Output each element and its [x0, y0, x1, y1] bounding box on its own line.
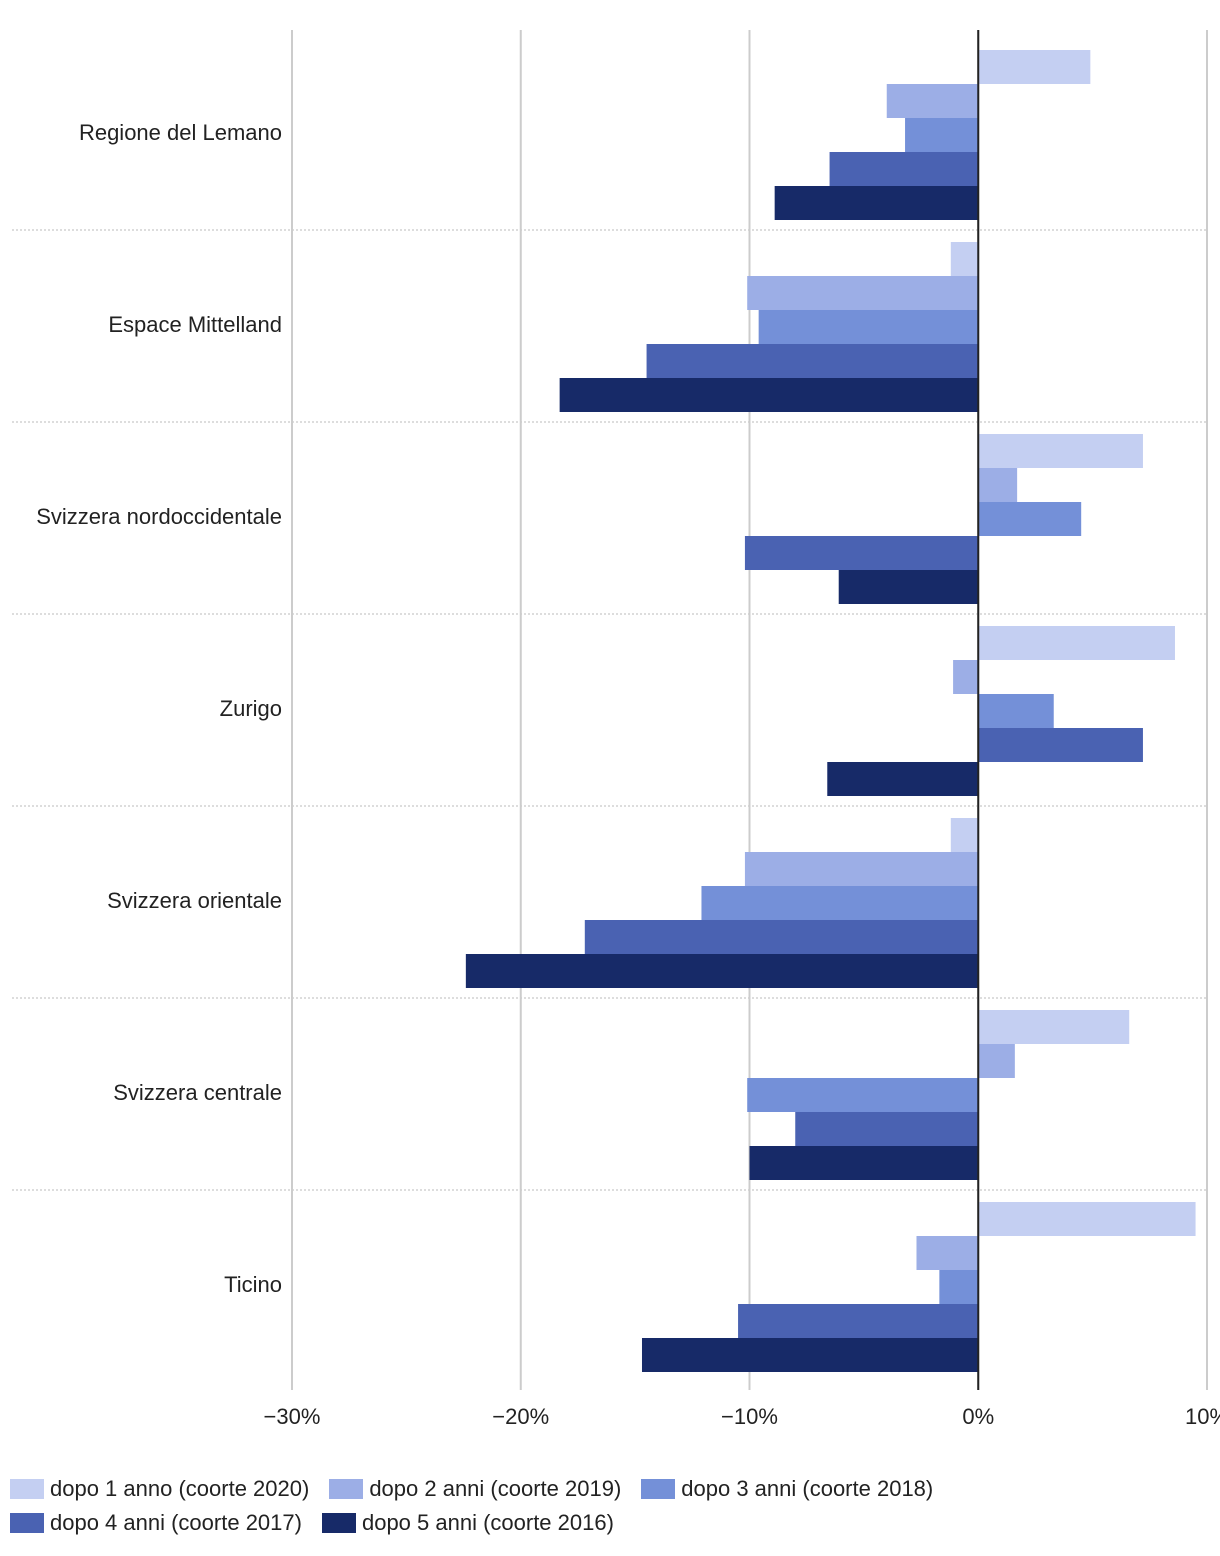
bar — [978, 694, 1054, 728]
bar — [738, 1304, 979, 1338]
legend-item: dopo 4 anni (coorte 2017) — [10, 1506, 302, 1540]
bar — [886, 84, 979, 118]
bar — [758, 310, 979, 344]
bar — [978, 50, 1091, 84]
legend-swatch — [321, 1513, 356, 1533]
bar — [978, 1010, 1130, 1044]
y-tick-label: Zurigo — [220, 696, 282, 721]
bar — [774, 186, 979, 220]
bar — [939, 1270, 979, 1304]
y-tick-label: Espace Mittelland — [108, 312, 282, 337]
x-tick-label: 0% — [962, 1404, 994, 1429]
legend-label: dopo 3 anni (coorte 2018) — [681, 1476, 934, 1501]
legend-label: dopo 1 anno (coorte 2020) — [50, 1476, 310, 1501]
bar — [950, 818, 979, 852]
bar — [584, 920, 979, 954]
bar — [744, 852, 979, 886]
bar — [641, 1338, 979, 1372]
y-tick-label: Regione del Lemano — [79, 120, 282, 145]
y-tick-label: Svizzera centrale — [113, 1080, 282, 1105]
legend: dopo 1 anno (coorte 2020) dopo 2 anni (co… — [10, 1472, 1210, 1540]
bar — [978, 1202, 1196, 1236]
legend-item: dopo 2 anni (coorte 2019) — [329, 1472, 621, 1506]
bar — [827, 762, 979, 796]
bar — [905, 118, 979, 152]
bar — [978, 434, 1143, 468]
bar — [953, 660, 979, 694]
bar — [978, 728, 1143, 762]
legend-swatch — [641, 1479, 676, 1499]
bar — [978, 626, 1175, 660]
legend-label: dopo 2 anni (coorte 2019) — [369, 1476, 622, 1501]
bar — [747, 1078, 979, 1112]
bar — [838, 570, 979, 604]
bar — [950, 242, 979, 276]
bar — [749, 1146, 979, 1180]
legend-swatch — [329, 1479, 364, 1499]
legend-swatch — [10, 1513, 44, 1533]
bar — [978, 468, 1018, 502]
legend-label: dopo 4 anni (coorte 2017) — [50, 1510, 302, 1535]
bar — [795, 1112, 979, 1146]
bar — [744, 536, 979, 570]
bar — [916, 1236, 979, 1270]
bar — [465, 954, 979, 988]
legend-label: dopo 5 anni (coorte 2016) — [361, 1510, 614, 1535]
x-tick-label: −10% — [721, 1404, 778, 1429]
bar — [559, 378, 979, 412]
bar — [978, 502, 1082, 536]
legend-item: dopo 3 anni (coorte 2018) — [641, 1472, 933, 1506]
chart: −30% −20% −10% 0% 10% Regione del Lemano Espac… — [12, 30, 1220, 1429]
bar — [646, 344, 979, 378]
y-tick-label: Svizzera orientale — [107, 888, 282, 913]
legend-item: dopo 1 anno (coorte 2020) — [10, 1472, 309, 1506]
x-tick-label: −20% — [492, 1404, 549, 1429]
legend-item: dopo 5 anni (coorte 2016) — [321, 1506, 614, 1540]
bar — [747, 276, 979, 310]
bar — [978, 1044, 1015, 1078]
x-tick-label: −30% — [264, 1404, 321, 1429]
bar — [829, 152, 979, 186]
x-tick-label: 10% — [1185, 1404, 1220, 1429]
legend-swatch — [10, 1479, 44, 1499]
bar — [701, 886, 979, 920]
y-tick-label: Svizzera nordoccidentale — [36, 504, 282, 529]
y-tick-label: Ticino — [224, 1272, 282, 1297]
